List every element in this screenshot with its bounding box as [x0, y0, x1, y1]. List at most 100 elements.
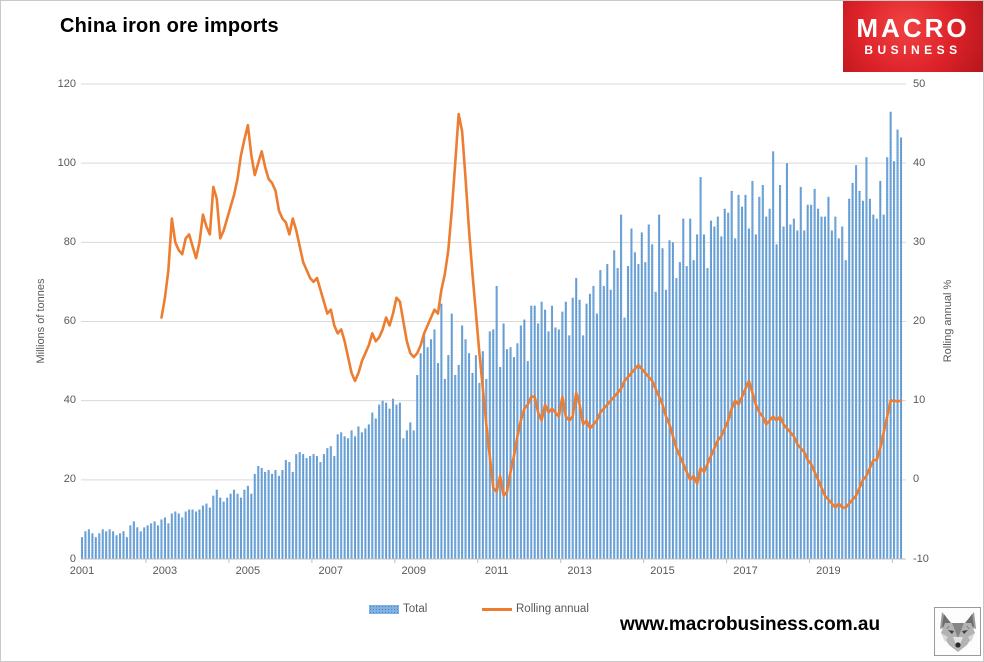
- total-bar: [692, 260, 695, 559]
- total-bar: [575, 277, 578, 559]
- total-bar: [533, 305, 536, 559]
- total-bar: [550, 305, 554, 559]
- total-bar: [194, 511, 198, 559]
- total-bar: [623, 317, 626, 559]
- total-bar: [440, 303, 443, 559]
- x-axis-year-label: 2003: [152, 565, 178, 577]
- total-bar: [436, 363, 439, 559]
- total-bar: [588, 293, 592, 559]
- total-bar: [305, 458, 308, 559]
- total-bar: [374, 418, 377, 559]
- total-bar: [637, 264, 640, 559]
- total-bar: [730, 190, 733, 560]
- total-bar: [464, 339, 467, 559]
- x-axis-year-label: 2013: [567, 565, 592, 577]
- total-bar: [143, 527, 146, 559]
- site-url[interactable]: www.macrobusiness.com.au: [620, 614, 881, 635]
- total-bar: [706, 268, 709, 559]
- total-bar: [288, 462, 291, 559]
- total-bar: [136, 527, 139, 559]
- total-bar: [416, 374, 419, 559]
- logo-text-macro: MACRO: [856, 13, 970, 43]
- y-left-tick-label: 20: [63, 473, 76, 486]
- x-axis-year-label: 2011: [484, 565, 509, 577]
- total-bar: [685, 266, 688, 559]
- total-bar: [391, 398, 395, 559]
- total-bar: [481, 351, 484, 559]
- total-bar: [526, 361, 529, 559]
- total-bar: [582, 335, 585, 559]
- total-bar: [602, 285, 605, 560]
- total-bar: [243, 489, 246, 559]
- total-bar: [779, 184, 782, 559]
- total-bar: [326, 448, 329, 559]
- total-bar: [578, 299, 581, 559]
- total-bar: [478, 382, 481, 559]
- total-bar: [236, 493, 239, 559]
- total-bar: [879, 180, 882, 560]
- total-bar: [740, 206, 744, 559]
- total-bar: [333, 456, 336, 559]
- total-bar: [678, 262, 681, 560]
- total-bar: [474, 355, 477, 559]
- y-right-tick-label: 50: [913, 77, 926, 90]
- total-bar: [188, 509, 191, 559]
- total-bar: [785, 163, 789, 560]
- x-axis-year-label: 2019: [816, 565, 841, 577]
- x-axis-year-label: 2017: [733, 565, 758, 577]
- total-bar: [246, 485, 249, 559]
- total-bar: [561, 311, 564, 559]
- total-bar: [547, 331, 550, 559]
- total-bar: [830, 230, 833, 559]
- total-bar: [855, 165, 858, 559]
- legend-item-rolling-annual: Rolling annual: [482, 602, 589, 616]
- total-bar: [865, 157, 868, 560]
- total-bar: [160, 519, 163, 559]
- total-bar: [765, 216, 768, 559]
- total-bar: [239, 497, 243, 559]
- total-bar: [485, 378, 488, 559]
- total-bar: [886, 157, 889, 560]
- total-bar: [668, 240, 671, 559]
- y-right-tick-label: 40: [913, 156, 926, 169]
- total-bar: [768, 208, 771, 559]
- total-bar: [626, 266, 630, 559]
- total-bar: [222, 501, 225, 559]
- total-bar: [284, 460, 287, 559]
- total-bar: [872, 214, 875, 560]
- total-bar: [799, 186, 802, 560]
- total-bar: [471, 372, 474, 559]
- total-bar: [336, 434, 339, 559]
- total-bar: [153, 521, 156, 559]
- wolf-logo-box: [934, 607, 981, 656]
- total-bar: [264, 471, 267, 559]
- total-bar: [723, 208, 726, 559]
- total-bar: [827, 196, 830, 559]
- total-bar: [661, 248, 664, 559]
- total-bar: [167, 523, 170, 560]
- total-bar: [208, 507, 211, 559]
- total-bar: [443, 378, 446, 559]
- total-bar: [796, 230, 799, 559]
- total-bar: [122, 531, 125, 559]
- total-bar: [405, 430, 408, 559]
- total-bar: [841, 226, 844, 559]
- x-axis-year-label: 2007: [318, 565, 344, 577]
- y-left-tick-label: 0: [69, 552, 76, 565]
- total-bar: [398, 402, 401, 559]
- total-bar-swatch-icon: [369, 604, 399, 614]
- total-bar: [568, 335, 571, 559]
- total-bar: [616, 268, 619, 559]
- total-bar: [322, 454, 325, 559]
- total-bar: [633, 252, 636, 560]
- total-bar: [675, 277, 678, 559]
- total-bar: [101, 529, 104, 559]
- total-bar: [163, 517, 166, 559]
- y-left-tick-label: 40: [63, 394, 76, 407]
- total-bar: [329, 446, 332, 559]
- x-axis-year-label: 2015: [650, 565, 675, 577]
- total-bar: [689, 218, 692, 559]
- total-bar: [357, 426, 360, 559]
- total-bar: [716, 216, 719, 559]
- macrobusiness-logo: MACRO BUSINESS: [843, 1, 983, 72]
